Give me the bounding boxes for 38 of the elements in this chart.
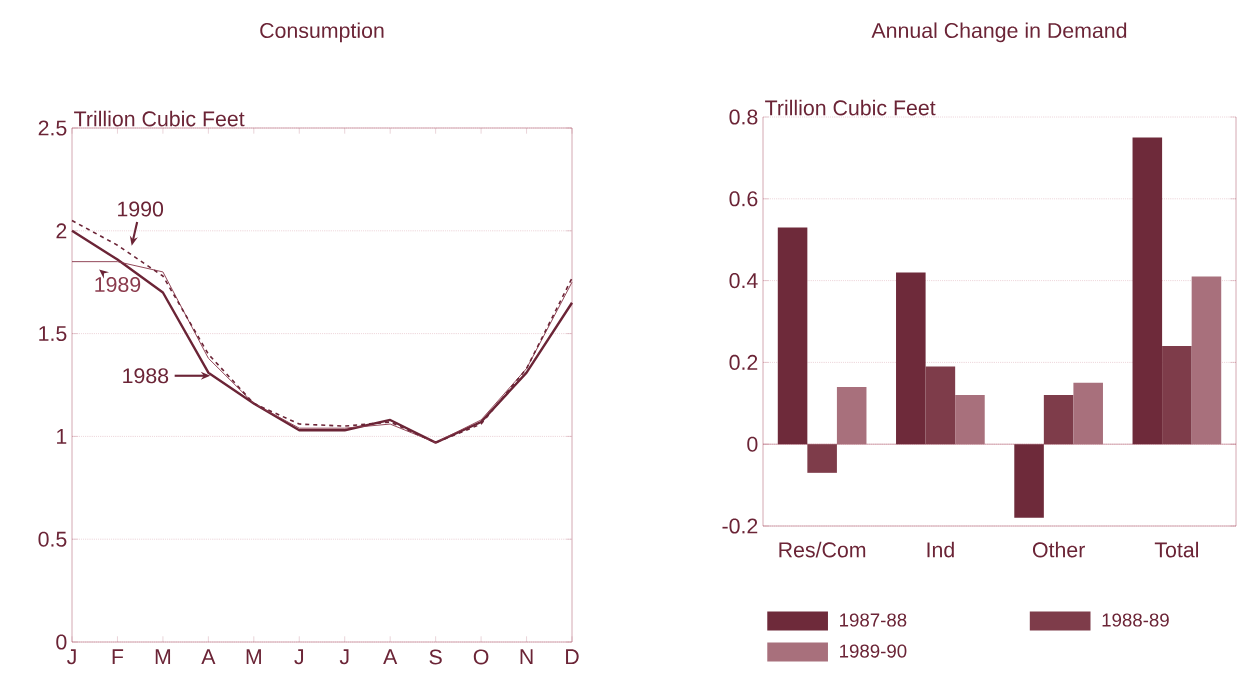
chart-title: Annual Change in Demand — [871, 22, 1127, 43]
y-tick-label: 0.2 — [729, 354, 758, 370]
x-tick-label: N — [520, 649, 533, 665]
series-label: 1990 — [118, 201, 164, 217]
x-tick-label: F — [112, 649, 124, 665]
x-tick-label: Other — [1032, 541, 1085, 558]
y-tick-label: 0 — [747, 436, 758, 452]
y-tick-label: 1.5 — [39, 326, 67, 342]
x-tick-label: D — [566, 649, 579, 665]
legend-label: 1987-88 — [840, 613, 907, 627]
x-tick-label: Ind — [927, 541, 954, 558]
x-tick-label: A — [201, 649, 216, 665]
y-tick-label: -0.2 — [722, 518, 758, 534]
x-tick-label: J — [67, 649, 76, 665]
x-tick-label: J — [294, 649, 304, 665]
x-tick-label: Total — [1154, 541, 1198, 558]
x-tick-label: Res/Com — [779, 541, 866, 558]
y-tick-label: 1 — [57, 429, 67, 444]
x-tick-label: M — [246, 649, 261, 665]
y-tick-label: 0.5 — [38, 531, 67, 547]
y-tick-label: 0.6 — [729, 191, 758, 207]
x-tick-label: M — [155, 649, 171, 665]
legend-label: 1988 — [123, 368, 169, 384]
y-tick-label: 2 — [56, 223, 67, 239]
x-tick-label: A — [383, 649, 398, 665]
y-axis-title: Trillion Cubic Feet — [765, 99, 936, 116]
y-tick-label: 2.5 — [38, 120, 67, 136]
chart-title: Consumption — [260, 22, 384, 43]
y-axis-title: Trillion Cubic Feet — [74, 110, 245, 127]
legend-label: 1988-89 — [1102, 613, 1169, 627]
y-tick-label: 0 — [56, 634, 67, 650]
y-tick-label: 0.8 — [729, 109, 758, 125]
x-tick-label: J — [339, 649, 349, 665]
x-tick-label: O — [473, 649, 489, 665]
y-tick-label: 0.4 — [729, 273, 758, 289]
series-label: 1989 — [95, 276, 141, 293]
x-tick-label: S — [429, 649, 442, 665]
legend-label: 1989-90 — [840, 644, 907, 658]
